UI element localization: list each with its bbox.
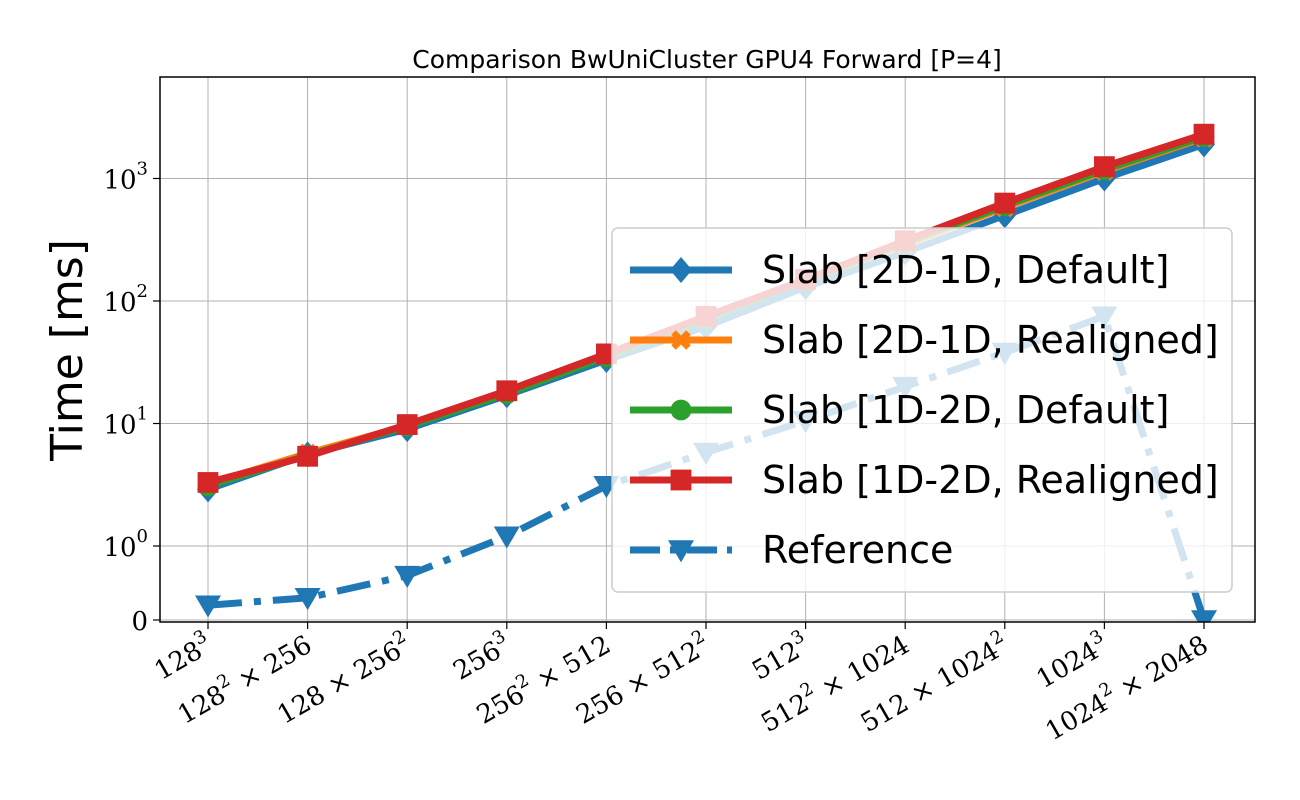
legend-marker <box>671 330 691 350</box>
data-point <box>1193 123 1215 145</box>
legend-label: Slab [2D-1D, Default] <box>762 248 1169 292</box>
y-tick-label-base: 10 <box>103 533 136 563</box>
legend-item: Reference <box>630 528 953 572</box>
x-tick-label: 1283 <box>147 626 217 687</box>
data-point <box>994 192 1016 214</box>
legend-marker <box>670 399 692 421</box>
data-point <box>396 414 418 435</box>
y-tick-label-exponent: 3 <box>137 159 148 180</box>
data-point <box>1191 610 1217 622</box>
y-tick-label: 101 <box>103 404 148 441</box>
legend-marker <box>669 257 693 283</box>
data-point <box>394 565 421 588</box>
legend-item: Slab [2D-1D, Default] <box>630 248 1169 292</box>
data-point <box>294 588 321 611</box>
legend-item: Slab [2D-1D, Realigned] <box>630 318 1219 362</box>
legend-item: Slab [1D-2D, Realigned] <box>630 458 1219 502</box>
data-point <box>496 380 518 402</box>
x-tick-label-rest: × 2048 <box>1108 630 1213 708</box>
y-tick-label-exponent: 2 <box>137 281 148 302</box>
plot-frame <box>159 76 1256 623</box>
legend-label: Slab [1D-2D, Realigned] <box>762 458 1219 502</box>
y-tick-label-base: 10 <box>103 288 136 318</box>
chart-title: Comparison BwUniCluster GPU4 Forward [P=… <box>412 45 1002 74</box>
data-point <box>297 445 318 467</box>
x-tick-label: 10242 × 2048 <box>1038 626 1213 747</box>
y-tick-label: 0 <box>131 607 148 637</box>
legend-label: Reference <box>762 528 953 572</box>
y-tick-label: 103 <box>103 159 148 196</box>
x-tick-label: 2563 <box>446 626 516 687</box>
y-tick-label: 100 <box>103 526 148 563</box>
x-tick-label: 5123 <box>745 626 815 687</box>
data-point <box>1094 156 1115 178</box>
data-point <box>195 595 221 618</box>
legend-marker <box>670 469 692 491</box>
y-tick-label: 102 <box>103 281 148 318</box>
data-point <box>197 472 219 493</box>
legend-box <box>611 227 1233 593</box>
legend-marker <box>668 540 694 563</box>
legend-label: Slab [1D-2D, Default] <box>762 388 1169 432</box>
y-tick-label-exponent: 0 <box>137 526 148 547</box>
legend-item: Slab [1D-2D, Default] <box>630 388 1169 432</box>
legend-label: Slab [2D-1D, Realigned] <box>762 318 1219 362</box>
y-tick-label-base: 10 <box>103 411 136 441</box>
y-tick-label-base: 10 <box>103 166 136 196</box>
y-tick-label-exponent: 1 <box>137 404 148 425</box>
data-point <box>493 526 520 549</box>
legend: Slab [2D-1D, Default] Slab [2D-1D, Realig… <box>611 227 1233 593</box>
y-axis-label: Time [ms] <box>42 239 93 462</box>
